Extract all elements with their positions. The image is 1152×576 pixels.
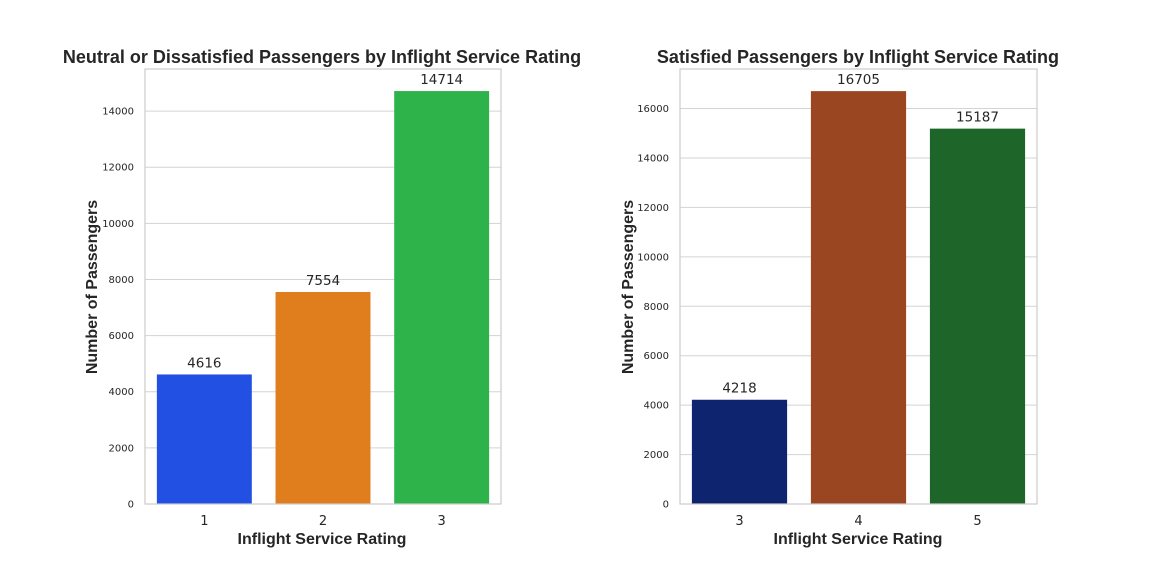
y-tick-label: 10000 xyxy=(102,219,134,230)
y-tick-label: 6000 xyxy=(644,351,669,362)
y-tick-label: 14000 xyxy=(102,107,134,118)
y-axis-label: Number of Passengers xyxy=(84,200,101,374)
y-tick-label: 10000 xyxy=(637,252,669,263)
x-tick-label: 4 xyxy=(854,514,862,529)
y-axis-label: Number of Passengers xyxy=(620,200,637,374)
y-tick-label: 16000 xyxy=(637,104,669,115)
y-tick-label: 0 xyxy=(663,500,669,511)
plot-frame xyxy=(144,68,502,505)
chart-title: Neutral or Dissatisfied Passengers by In… xyxy=(63,47,581,67)
y-tick-label: 14000 xyxy=(637,153,669,164)
bar xyxy=(394,91,490,504)
bar xyxy=(275,292,371,504)
bar xyxy=(810,91,907,505)
bar-value-label: 4616 xyxy=(187,355,221,371)
x-axis-label: Inflight Service Rating xyxy=(774,531,943,548)
bar xyxy=(156,374,252,504)
bar-value-label: 16705 xyxy=(837,72,880,88)
y-tick-label: 2000 xyxy=(644,450,669,461)
x-tick-label: 3 xyxy=(735,514,743,529)
y-tick-label: 0 xyxy=(128,500,134,511)
bar-value-label: 14714 xyxy=(420,72,463,88)
bar-value-label: 4218 xyxy=(722,381,756,397)
x-tick-label: 2 xyxy=(319,514,327,529)
y-tick-label: 8000 xyxy=(644,302,669,313)
x-tick-label: 3 xyxy=(438,514,446,529)
y-tick-label: 12000 xyxy=(637,203,669,214)
chart-panel-satisfied: 4218 3 16705 4 15187 5 0 2000 4000 6000 8000 10000 1… xyxy=(620,47,1059,548)
x-axis-label: Inflight Service Rating xyxy=(238,531,407,548)
x-tick-label: 1 xyxy=(200,514,208,529)
y-tick-label: 4000 xyxy=(109,387,134,398)
plot-frame xyxy=(679,68,1038,505)
bar-value-label: 7554 xyxy=(306,273,340,289)
chart-title: Satisfied Passengers by Inflight Service… xyxy=(657,47,1059,67)
y-tick-label: 6000 xyxy=(109,331,134,342)
x-tick-label: 5 xyxy=(973,514,981,529)
bar-value-label: 15187 xyxy=(956,110,999,126)
y-tick-label: 12000 xyxy=(102,163,134,174)
y-tick-label: 8000 xyxy=(109,275,134,286)
chart-panel-dissatisfied: 4616 1 7554 2 14714 3 0 2000 4000 6000 8000 10000 12… xyxy=(63,47,581,548)
bar xyxy=(929,128,1026,504)
y-tick-label: 4000 xyxy=(644,401,669,412)
y-tick-label: 2000 xyxy=(109,443,134,454)
bar xyxy=(691,399,788,504)
